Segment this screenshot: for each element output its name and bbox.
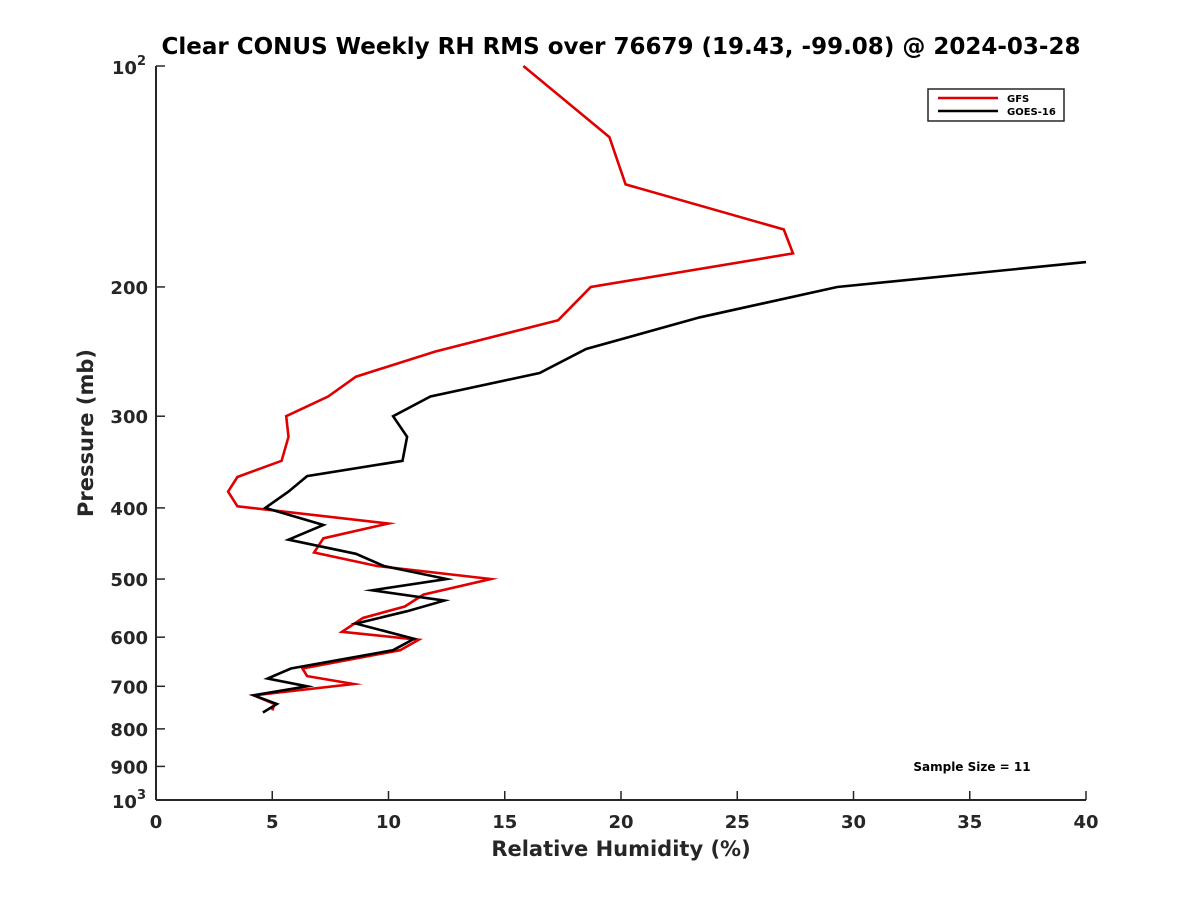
y-tick-label-exponent: 3 [137, 788, 146, 803]
y-tick-label: 200 [110, 278, 148, 299]
legend: GFS GOES-16 [927, 88, 1065, 122]
x-axis-label: Relative Humidity (%) [491, 837, 750, 861]
legend-entry: GFS [1007, 94, 1029, 105]
y-tick-label-base: 10 [112, 792, 137, 813]
x-tick-label: 0 [150, 812, 163, 833]
x-tick-label: 5 [266, 812, 279, 833]
x-tick-label: 10 [376, 812, 401, 833]
y-tick-label: 900 [110, 757, 148, 778]
y-tick-label: 700 [110, 677, 148, 698]
y-tick-label: 102 [112, 54, 146, 79]
series-line-goes-16 [248, 260, 1087, 714]
series-line-gfs [226, 64, 795, 711]
y-tick-label: 800 [110, 720, 148, 741]
y-tick-label: 300 [110, 407, 148, 428]
y-tick-label: 600 [110, 628, 148, 649]
plot-area: 0 5 10 15 20 25 30 35 40102200300400500600700800… [110, 54, 1098, 833]
x-tick-label: 15 [492, 812, 517, 833]
y-tick-label-exponent: 2 [137, 54, 146, 69]
y-tick-label-base: 10 [112, 58, 137, 79]
legend-box [927, 88, 1065, 122]
legend-entry: GOES-16 [1007, 107, 1056, 118]
y-tick-label: 103 [112, 788, 146, 813]
x-tick-label: 20 [608, 812, 633, 833]
x-tick-label: 30 [841, 812, 866, 833]
x-tick-label: 35 [957, 812, 982, 833]
x-tick-label: 40 [1073, 812, 1098, 833]
y-axis-label: Pressure (mb) [74, 349, 98, 517]
y-tick-label: 500 [110, 570, 148, 591]
chart-title: Clear CONUS Weekly RH RMS over 76679 (19… [162, 34, 1081, 60]
y-tick-label: 400 [110, 499, 148, 520]
sample-size-annotation: Sample Size = 11 [913, 760, 1030, 774]
x-tick-label: 25 [725, 812, 750, 833]
